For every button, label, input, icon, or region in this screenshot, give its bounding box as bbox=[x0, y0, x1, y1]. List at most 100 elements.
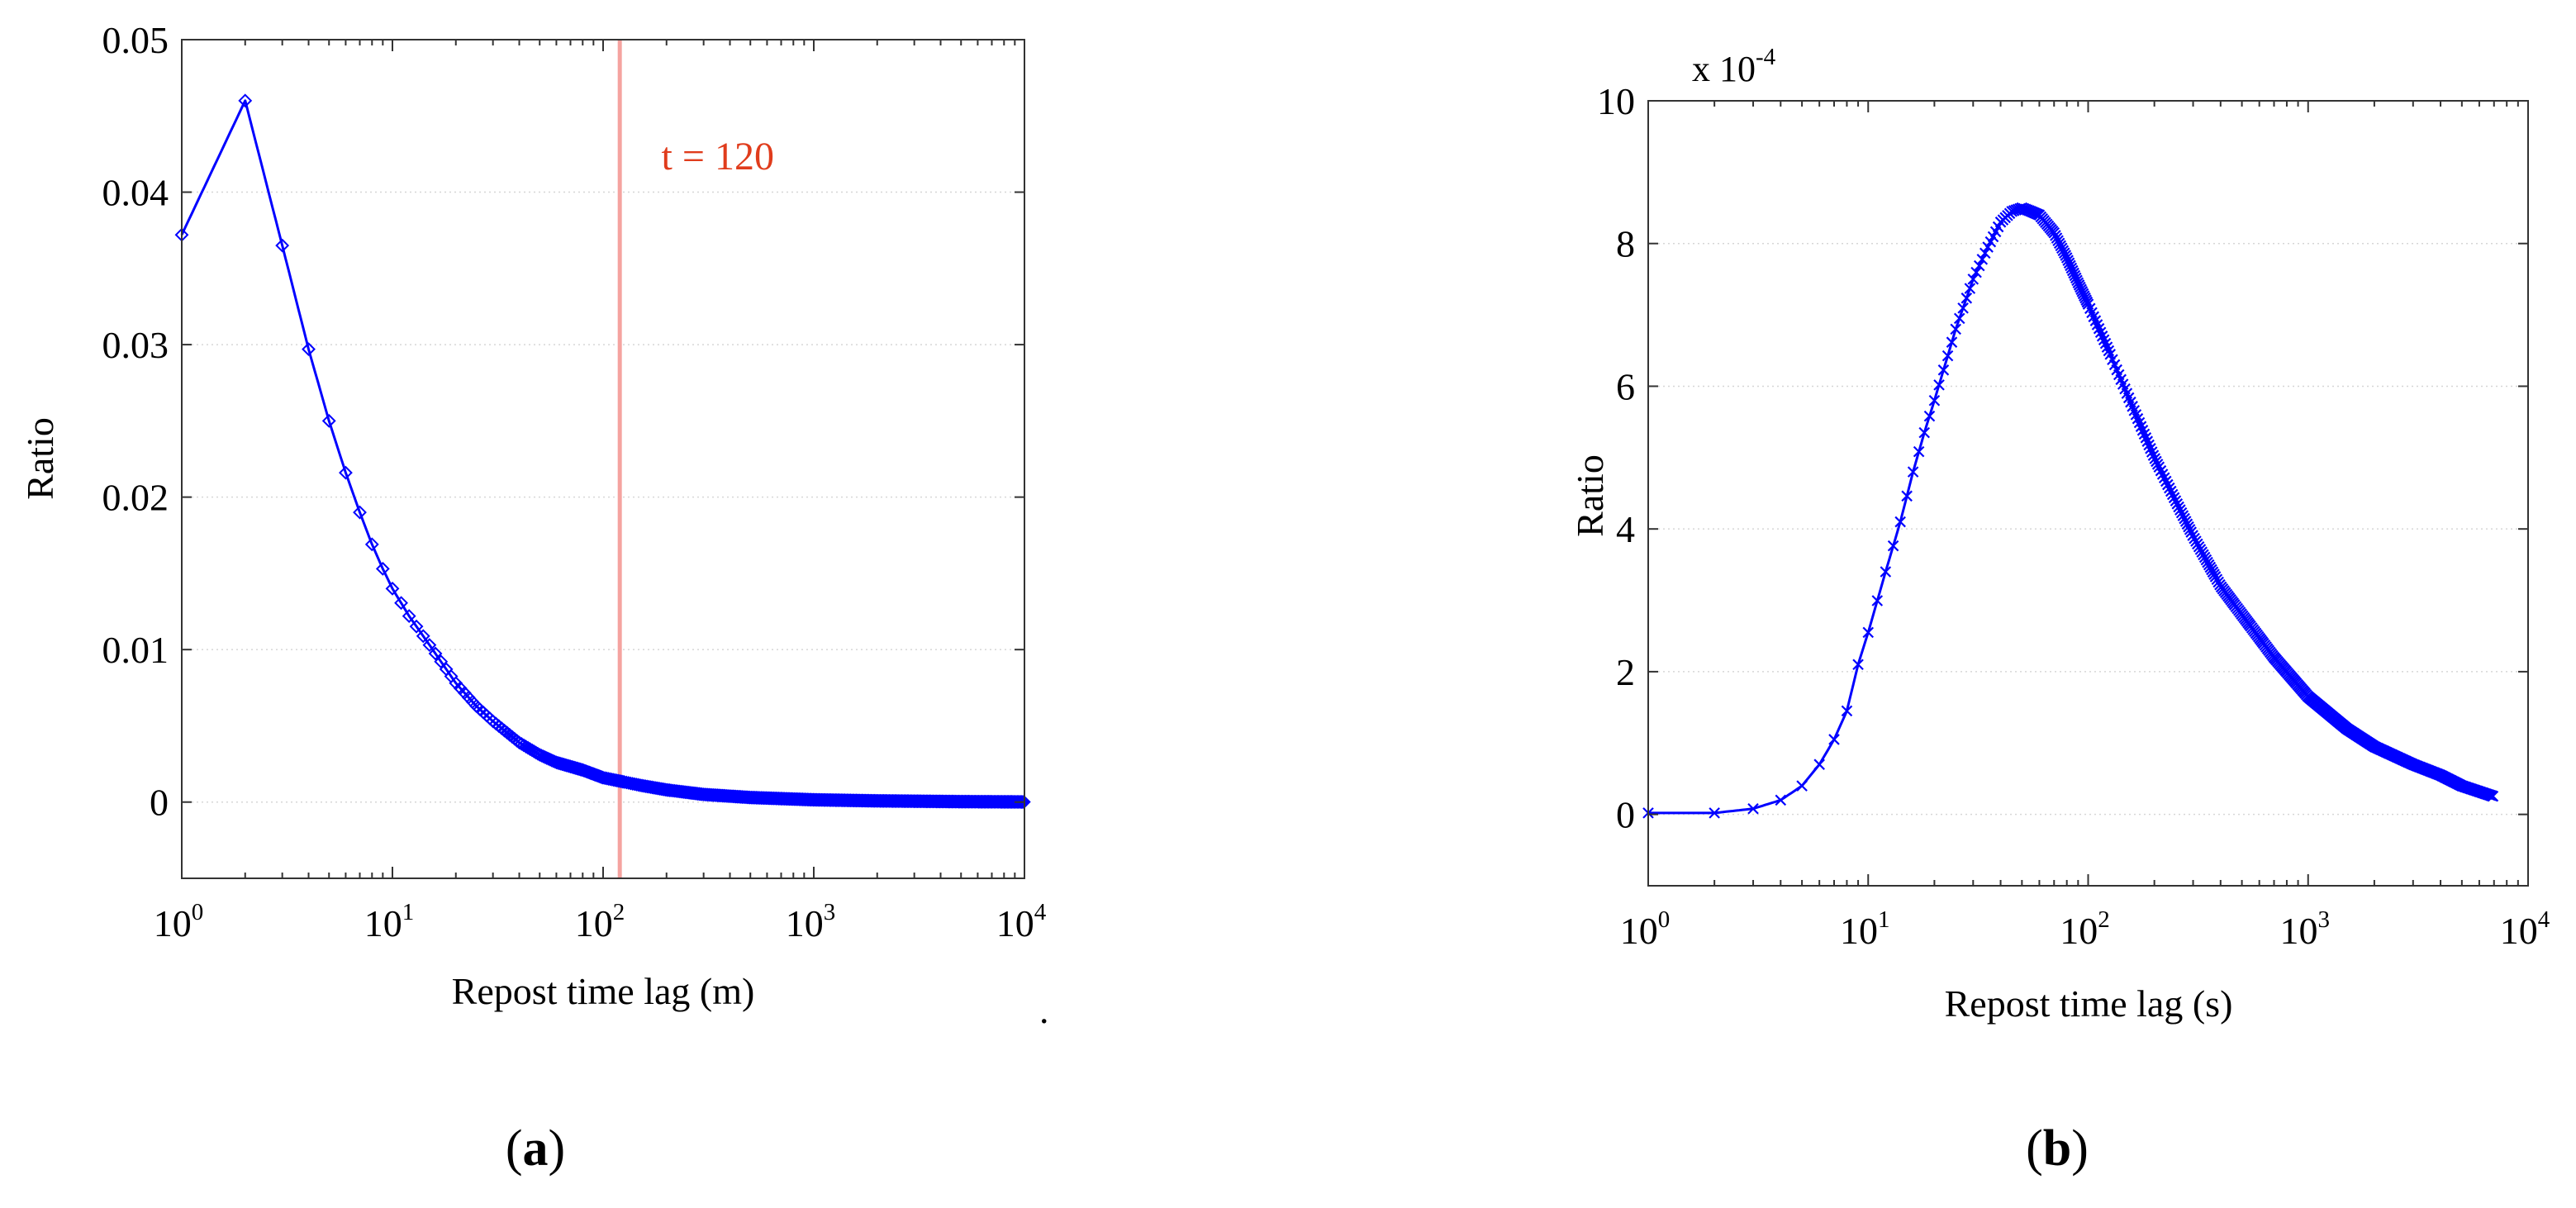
y-tick-label: 10 bbox=[1597, 80, 1635, 122]
data-point bbox=[2149, 453, 2161, 464]
grid-lines-a bbox=[182, 39, 1024, 803]
data-point bbox=[2179, 512, 2190, 525]
y-axis-label-a: Ratio bbox=[19, 417, 61, 500]
data-point bbox=[364, 537, 379, 552]
x-tick-label: 100 bbox=[154, 899, 204, 944]
data-point bbox=[2181, 518, 2193, 530]
data-point bbox=[2162, 478, 2174, 491]
x-tick-label: 102 bbox=[575, 899, 625, 944]
series-line-b bbox=[1648, 207, 2495, 815]
data-point bbox=[2164, 482, 2175, 494]
data-point bbox=[1852, 659, 1864, 671]
y-tick-label: 0 bbox=[150, 782, 169, 824]
data-point bbox=[2151, 459, 2164, 470]
data-point bbox=[402, 609, 416, 623]
data-point bbox=[1942, 350, 1954, 362]
x-tick-label: 100 bbox=[1620, 906, 1671, 952]
y-tick-label: 0.01 bbox=[102, 629, 169, 671]
x-tick-label: 101 bbox=[364, 899, 415, 944]
data-point bbox=[1775, 794, 1787, 806]
data-point bbox=[1862, 626, 1875, 639]
x-axis-label-b: Repost time lag (s) bbox=[1945, 982, 2233, 1025]
y-tick-label: 8 bbox=[1616, 223, 1635, 265]
data-point bbox=[302, 342, 316, 357]
data-point bbox=[1973, 259, 1985, 272]
y-tick-label: 0.03 bbox=[102, 324, 169, 366]
data-point bbox=[422, 638, 437, 653]
data-point bbox=[321, 413, 336, 428]
data-point bbox=[339, 465, 353, 480]
data-point bbox=[434, 654, 449, 669]
data-point bbox=[2166, 488, 2179, 501]
stray-dot: . bbox=[1039, 989, 1049, 1031]
x-tick-label: 103 bbox=[2280, 906, 2331, 952]
data-point bbox=[2170, 495, 2182, 507]
data-point bbox=[1957, 302, 1969, 314]
x-tick-label: 104 bbox=[2500, 906, 2550, 952]
series-markers-a bbox=[174, 93, 1031, 809]
data-point bbox=[1747, 802, 1759, 815]
x-axis-label-a: Repost time lag (m) bbox=[452, 970, 755, 1012]
y-axis-label-b: Ratio bbox=[1569, 454, 1611, 537]
x-tick-label: 102 bbox=[2060, 906, 2110, 952]
data-point bbox=[2177, 510, 2189, 521]
data-point bbox=[416, 629, 430, 644]
y-tick-label: 4 bbox=[1616, 508, 1635, 550]
x-tick-labels-a: 100 101 102 103 104 bbox=[154, 899, 1047, 944]
data-point bbox=[2183, 521, 2194, 533]
data-point bbox=[2175, 507, 2188, 519]
data-point bbox=[2146, 446, 2158, 458]
data-point bbox=[1937, 364, 1950, 376]
data-point bbox=[1828, 734, 1840, 745]
data-point bbox=[1967, 273, 1980, 285]
data-point bbox=[2141, 435, 2154, 447]
threshold-label: t = 120 bbox=[662, 135, 774, 178]
data-point bbox=[2171, 498, 2184, 510]
data-point bbox=[385, 581, 400, 596]
series-line-a bbox=[180, 99, 1024, 803]
data-point bbox=[275, 238, 290, 253]
data-point bbox=[2158, 472, 2170, 484]
y-multiplier: x 10-4 bbox=[1692, 44, 1776, 89]
data-point bbox=[2143, 439, 2155, 451]
data-point bbox=[353, 505, 367, 520]
data-point bbox=[1961, 292, 1973, 304]
panel-label-a: (a) bbox=[506, 1120, 565, 1177]
data-point bbox=[1928, 394, 1941, 407]
data-point bbox=[2103, 345, 2115, 357]
data-point bbox=[2179, 516, 2192, 527]
data-point bbox=[238, 93, 253, 108]
data-point bbox=[1709, 807, 1720, 819]
data-point bbox=[1976, 254, 1989, 265]
data-point bbox=[375, 561, 390, 576]
data-point bbox=[1964, 283, 1976, 294]
data-point bbox=[2173, 501, 2184, 513]
x-tick-label: 104 bbox=[996, 899, 1047, 944]
data-point bbox=[2174, 504, 2186, 516]
data-point bbox=[1813, 759, 1825, 770]
data-point bbox=[394, 596, 408, 611]
data-point bbox=[2099, 337, 2112, 350]
x-tick-label: 101 bbox=[1840, 906, 1890, 952]
data-point bbox=[1887, 540, 1899, 552]
chart-panel-b: 100 101 102 103 104 0 2 4 6 8 10 x 10-4 Repost ti… bbox=[1569, 44, 2550, 1177]
y-tick-labels-b: 0 2 4 6 8 10 bbox=[1597, 80, 1635, 836]
data-point bbox=[1946, 336, 1958, 348]
data-point bbox=[2145, 443, 2156, 454]
data-point bbox=[2487, 790, 2499, 802]
data-point bbox=[428, 646, 443, 661]
data-point bbox=[2151, 455, 2162, 468]
y-tick-label: 0.04 bbox=[102, 172, 169, 214]
data-point bbox=[409, 619, 424, 634]
data-point bbox=[1907, 466, 1919, 478]
data-point bbox=[2098, 334, 2110, 346]
data-point bbox=[2168, 492, 2180, 504]
plot-frame-a bbox=[181, 39, 1025, 879]
data-point bbox=[1871, 595, 1884, 606]
data-point bbox=[2160, 475, 2172, 487]
data-point bbox=[1950, 323, 1961, 335]
data-point bbox=[2185, 526, 2197, 538]
data-point bbox=[1796, 780, 1808, 792]
data-point bbox=[1933, 379, 1945, 391]
